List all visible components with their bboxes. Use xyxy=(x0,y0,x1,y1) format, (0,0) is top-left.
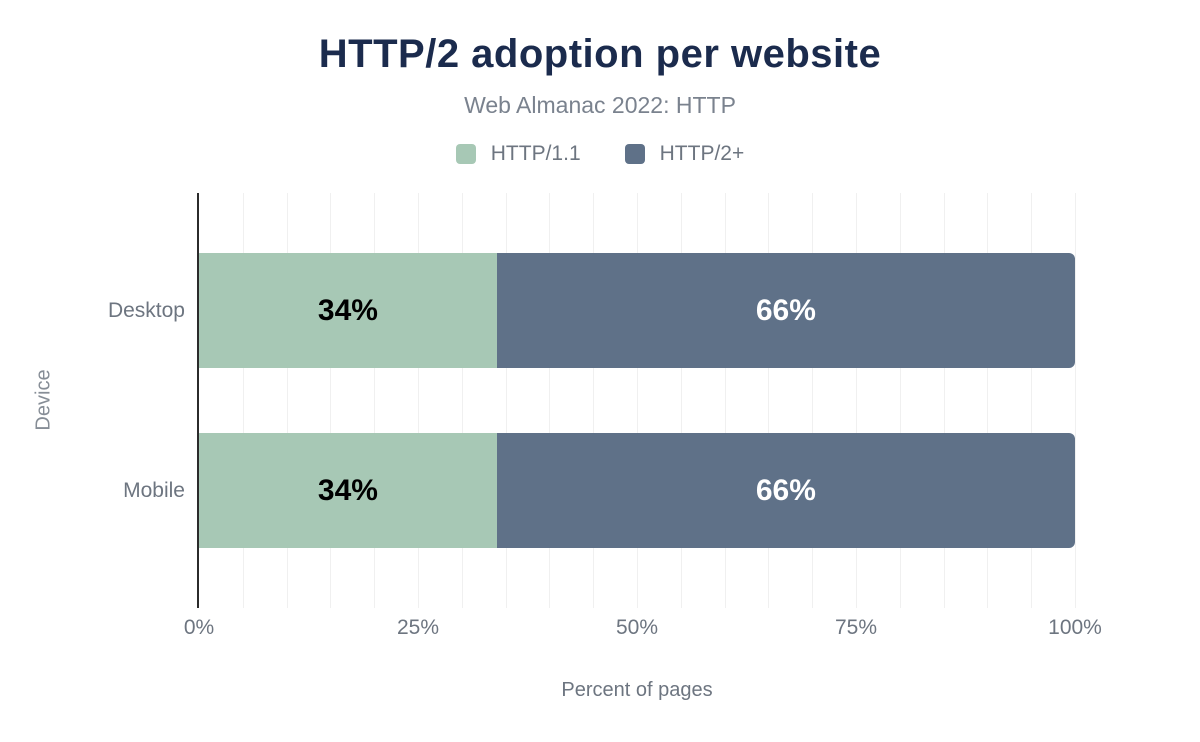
legend-label: HTTP/1.1 xyxy=(490,142,581,165)
bar-value-label: 34% xyxy=(317,473,378,507)
gridline xyxy=(418,193,419,608)
bar-value-label: 66% xyxy=(755,473,816,507)
gridline xyxy=(549,193,551,608)
x-tick-label: 0% xyxy=(183,616,215,639)
gridline xyxy=(593,193,595,608)
legend-swatch xyxy=(624,144,645,164)
plot-area: 34% 66% 34% 66% xyxy=(197,193,1076,608)
bar-value-label: 66% xyxy=(755,293,816,327)
gridline xyxy=(987,193,989,608)
x-tick-label: 75% xyxy=(834,616,878,639)
legend-item: HTTP/2+ xyxy=(624,142,745,166)
y-axis-title: Device xyxy=(32,369,55,431)
gridline xyxy=(899,193,901,608)
gridline xyxy=(505,193,507,608)
category-label-desktop: Desktop xyxy=(107,298,185,322)
bar-segment: 66% xyxy=(496,253,1075,368)
x-tick-label: 50% xyxy=(615,616,659,639)
gridline xyxy=(242,193,244,608)
chart-subtitle: Web Almanac 2022: HTTP xyxy=(464,92,736,118)
gridline xyxy=(330,193,332,608)
bar-segment: 34% xyxy=(199,433,497,548)
legend-swatch xyxy=(455,144,476,164)
x-tick-label: 25% xyxy=(396,616,440,639)
category-label-mobile: Mobile xyxy=(123,478,185,502)
gridline xyxy=(374,193,376,608)
bar-row-mobile: 34% 66% xyxy=(199,433,1075,548)
bar-row-desktop: 34% 66% xyxy=(199,253,1075,368)
bar-value-label: 34% xyxy=(317,293,378,327)
y-axis-line xyxy=(197,193,199,608)
legend: HTTP/1.1 HTTP/2+ xyxy=(0,142,1200,166)
x-axis-title: Percent of pages xyxy=(561,679,713,701)
gridline xyxy=(724,193,726,608)
chart-title: HTTP/2 adoption per website xyxy=(318,32,882,76)
gridline xyxy=(286,193,288,608)
gridline xyxy=(1075,193,1076,608)
gridline xyxy=(943,193,945,608)
legend-label: HTTP/2+ xyxy=(659,142,745,165)
bar-segment: 66% xyxy=(496,433,1075,548)
gridline xyxy=(461,193,463,608)
bar-segment: 34% xyxy=(199,253,497,368)
gridline xyxy=(680,193,682,608)
gridline xyxy=(812,193,814,608)
gridline xyxy=(637,193,638,608)
gridline xyxy=(1031,193,1033,608)
gridline xyxy=(768,193,770,608)
gridline xyxy=(856,193,857,608)
legend-item: HTTP/1.1 xyxy=(455,142,581,166)
x-tick-label: 100% xyxy=(1048,616,1102,639)
